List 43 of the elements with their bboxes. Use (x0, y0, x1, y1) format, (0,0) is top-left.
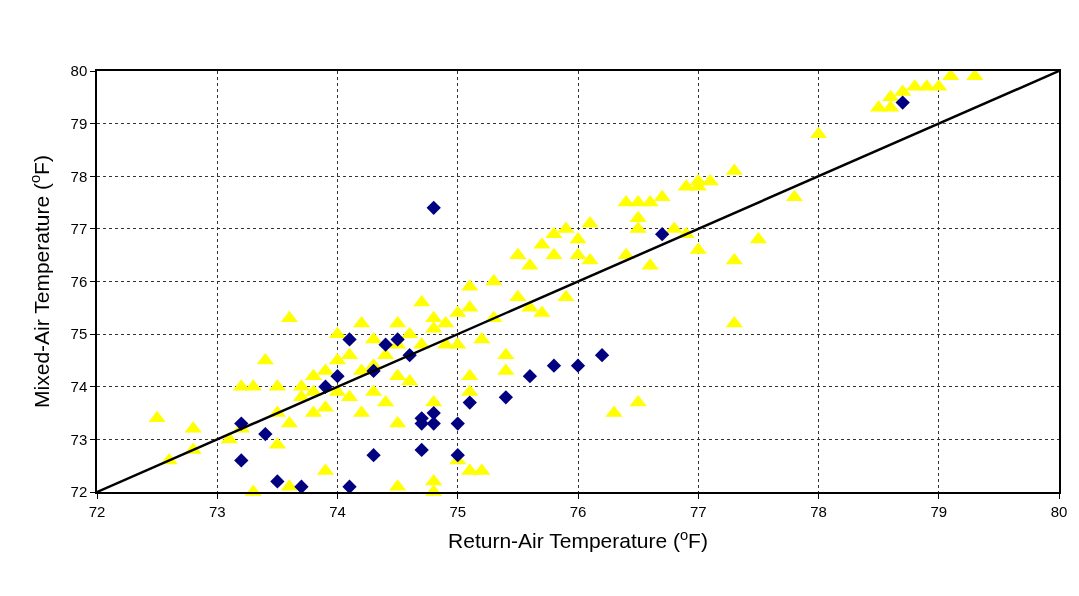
x-tick-label: 80 (1050, 502, 1068, 520)
y-tick-label: 78 (70, 167, 88, 185)
x-tick-label: 74 (329, 502, 346, 520)
point (270, 474, 285, 489)
x-tick-label: 78 (810, 502, 827, 520)
x-tick-label: 73 (208, 502, 226, 520)
point (895, 95, 910, 110)
point (342, 332, 357, 347)
point (366, 448, 381, 463)
y-tick-label: 73 (70, 430, 88, 448)
y-tick-label: 77 (70, 220, 88, 238)
point (390, 332, 405, 347)
point (655, 226, 670, 242)
x-tick-label: 75 (449, 502, 467, 520)
point (342, 479, 357, 494)
y-tick-label: 79 (70, 114, 88, 132)
point (426, 416, 441, 431)
x-tick-label: 76 (569, 502, 587, 520)
y-tick-label: 72 (70, 483, 88, 501)
point (426, 200, 441, 215)
point (258, 426, 273, 442)
point (462, 395, 477, 410)
point (546, 358, 562, 373)
y-tick-label: 75 (70, 325, 88, 343)
x-axis-title: Return-Air Temperature ($^{o}$F) (448, 526, 708, 553)
point (294, 479, 309, 494)
y-tick-label: 74 (70, 378, 88, 395)
x-tick-label: 79 (930, 502, 948, 520)
point (522, 369, 538, 384)
point (426, 405, 441, 421)
point (414, 442, 429, 458)
point (594, 348, 610, 363)
point (450, 416, 465, 431)
point (234, 453, 249, 468)
x-tick-label: 72 (88, 502, 106, 520)
point (378, 337, 393, 352)
point (450, 448, 465, 463)
y-tick-label: 76 (70, 272, 88, 290)
x-tick-label: 77 (689, 502, 707, 520)
point (570, 358, 586, 373)
point (498, 390, 513, 405)
point (330, 369, 345, 384)
y-tick-label: 80 (70, 62, 88, 80)
